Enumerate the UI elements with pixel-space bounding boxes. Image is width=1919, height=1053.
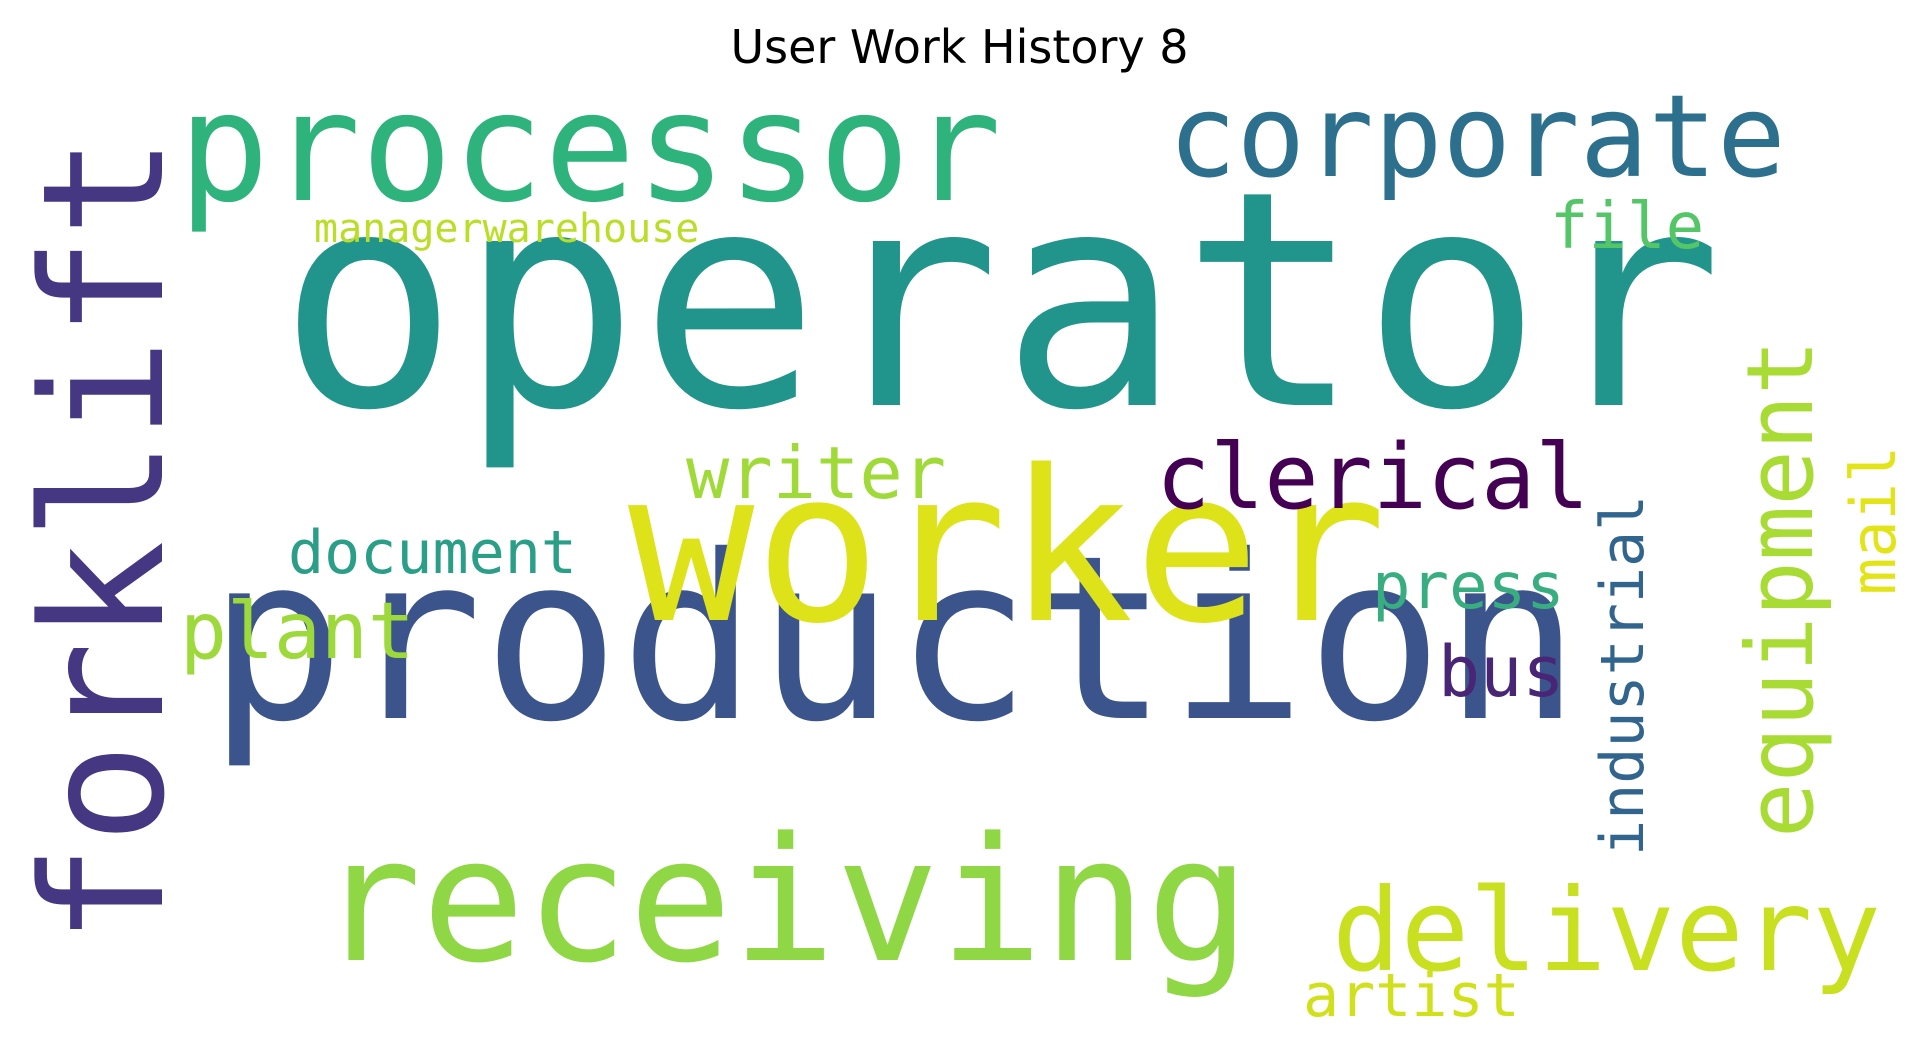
- word-delivery: delivery: [1332, 864, 1881, 997]
- chart-title: User Work History 8: [730, 20, 1189, 74]
- word-processor: processor: [178, 59, 1002, 236]
- word-production: production: [208, 506, 1581, 772]
- word-plant: plant: [180, 587, 415, 677]
- word-corporate: corporate: [1168, 70, 1786, 203]
- word-managerwarehouse: managerwarehouse: [314, 206, 699, 252]
- word-writer: writer: [686, 431, 946, 515]
- word-bus: bus: [1438, 631, 1564, 713]
- word-equipment: equipment: [1727, 340, 1834, 839]
- word-forklift: forklift: [6, 136, 202, 945]
- word-clerical: clerical: [1156, 425, 1589, 530]
- word-receiving: receiving: [318, 800, 1250, 1001]
- word-press: press: [1372, 550, 1565, 624]
- word-file: file: [1550, 190, 1704, 264]
- word-document: document: [288, 518, 577, 588]
- word-worker: worker: [628, 425, 1387, 670]
- word-industrial: industrial: [1588, 495, 1658, 856]
- word-mail: mail: [1837, 446, 1910, 595]
- word-operator: operator: [278, 127, 1723, 476]
- word-artist: artist: [1303, 961, 1520, 1031]
